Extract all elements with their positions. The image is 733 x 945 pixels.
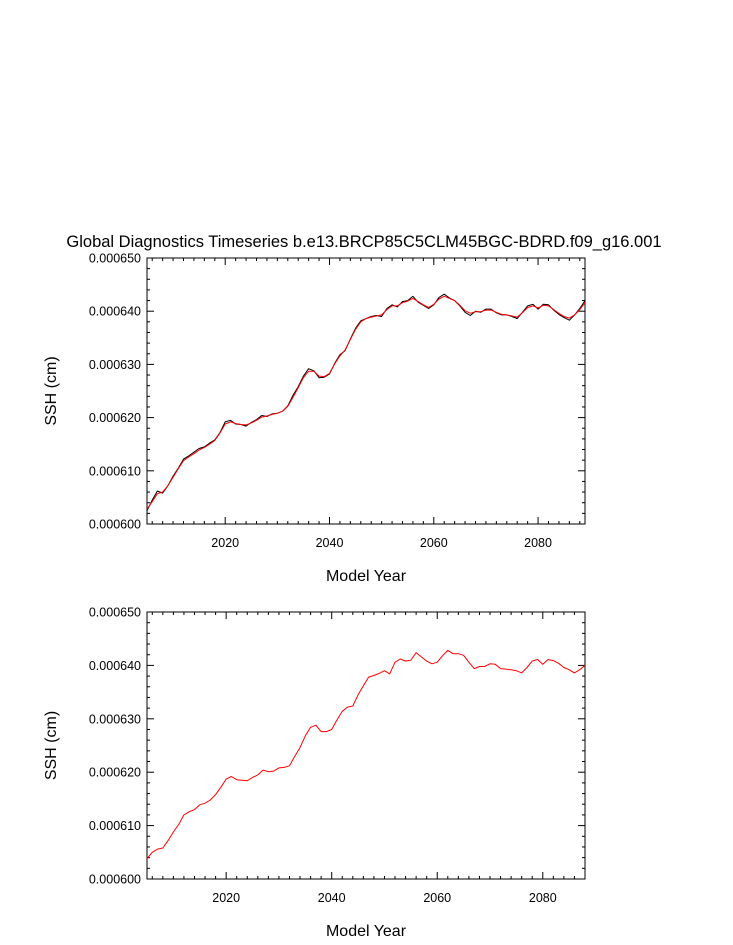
top-y-tick-label: 0.000620 bbox=[89, 411, 141, 425]
bottom-x-tick-label: 2020 bbox=[212, 891, 240, 905]
top-series-monthly-line bbox=[146, 293, 586, 511]
bottom-y-axis-title: SSH (cm) bbox=[43, 711, 60, 780]
top-x-tick-label: 2060 bbox=[420, 536, 448, 550]
bottom-y-tick-label: 0.000640 bbox=[89, 659, 141, 673]
bottom-x-tick-label: 2060 bbox=[423, 891, 451, 905]
bottom-series-annual-line bbox=[146, 649, 586, 860]
top-y-axis-title: SSH (cm) bbox=[43, 356, 60, 425]
bottom-x-axis-title: Model Year bbox=[326, 923, 407, 940]
bottom-y-tick-label: 0.000600 bbox=[89, 873, 141, 887]
top-plot-frame bbox=[146, 257, 586, 525]
bottom-y-tick-label: 0.000650 bbox=[89, 606, 141, 620]
top-x-tick-label: 2080 bbox=[524, 536, 552, 550]
bottom-y-tick-label: 0.000620 bbox=[89, 766, 141, 780]
top-y-tick-label: 0.000650 bbox=[89, 252, 141, 266]
top-series-smoothed-line bbox=[146, 295, 586, 510]
top-x-tick-label: 2040 bbox=[316, 536, 344, 550]
bottom-x-tick-label: 2040 bbox=[318, 891, 346, 905]
top-y-tick-label: 0.000630 bbox=[89, 358, 141, 372]
bottom-y-tick-label: 0.000610 bbox=[89, 819, 141, 833]
top-y-tick-label: 0.000640 bbox=[89, 305, 141, 319]
top-y-tick-label: 0.000600 bbox=[89, 518, 141, 532]
top-x-tick-label: 2020 bbox=[211, 536, 239, 550]
top-y-tick-label: 0.000610 bbox=[89, 464, 141, 478]
bottom-plot-frame bbox=[146, 611, 586, 880]
top-x-axis-title: Model Year bbox=[326, 568, 407, 585]
bottom-x-tick-label: 2080 bbox=[529, 891, 557, 905]
bottom-y-tick-label: 0.000630 bbox=[89, 712, 141, 726]
chart-title: Global Diagnostics Timeseries b.e13.BRCP… bbox=[66, 233, 661, 251]
